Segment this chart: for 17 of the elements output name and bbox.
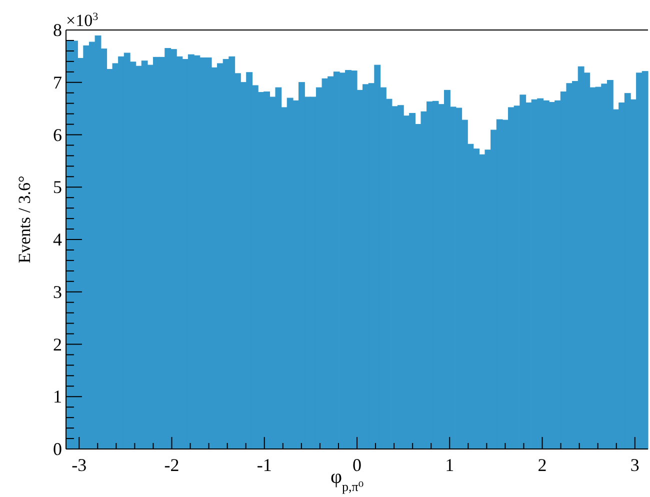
y-tick-label: 2 xyxy=(53,334,62,354)
y-tick-label: 4 xyxy=(53,230,62,250)
y-tick-label: 5 xyxy=(53,177,62,198)
y-tick-label: 8 xyxy=(53,20,62,40)
annotation: ×10$^{3}$ xyxy=(66,11,99,30)
y-tick-label: 7 xyxy=(53,72,62,92)
y-tick-label: 1 xyxy=(53,386,62,407)
x-tick-label: 1 xyxy=(445,455,454,475)
y-axis-title: Events / 3.6° xyxy=(15,176,34,264)
y-tick-label: 0 xyxy=(53,439,62,459)
x-tick-label: 3 xyxy=(630,455,640,475)
x-tick-label: -2 xyxy=(164,455,180,475)
y-tick-label: 6 xyxy=(53,124,62,145)
x-tick-label: -1 xyxy=(256,455,272,475)
y-tick-label: 3 xyxy=(53,282,62,302)
x-tick-label: -3 xyxy=(72,455,87,475)
x-tick-label: 2 xyxy=(538,455,547,475)
